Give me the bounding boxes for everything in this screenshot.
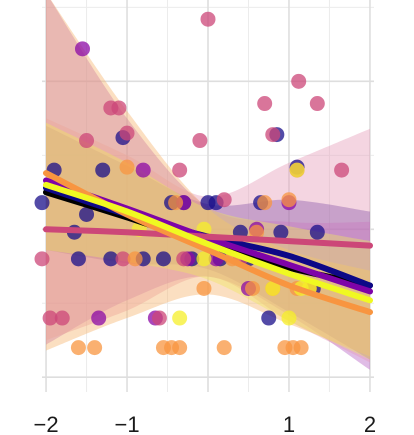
data-point — [54, 310, 70, 326]
fit-lines — [43, 170, 373, 316]
data-point — [172, 162, 188, 178]
axis-ticks: −2 −1 1 2 — [34, 412, 377, 435]
fit-line — [43, 226, 373, 249]
data-point — [281, 310, 297, 326]
data-points — [34, 11, 350, 356]
data-point — [34, 195, 50, 211]
data-point — [216, 192, 232, 208]
data-point — [265, 280, 281, 296]
data-point — [70, 340, 86, 356]
data-point — [291, 73, 307, 89]
data-point — [135, 162, 151, 178]
data-point — [119, 159, 135, 175]
data-point — [192, 133, 208, 149]
data-point — [281, 192, 297, 208]
data-point — [119, 125, 135, 141]
data-point — [293, 340, 309, 356]
data-point — [216, 340, 232, 356]
data-point — [155, 251, 171, 267]
data-point — [111, 100, 127, 116]
data-point — [42, 310, 58, 326]
data-point — [257, 195, 273, 211]
data-point — [249, 224, 265, 240]
data-point — [115, 251, 131, 267]
data-point — [74, 41, 90, 57]
x-tick-label: −2 — [34, 412, 59, 435]
data-point — [127, 251, 143, 267]
data-point — [168, 195, 184, 211]
confidence-band — [46, 0, 370, 370]
data-point — [34, 251, 50, 267]
data-point — [79, 206, 95, 222]
x-tick-label: 2 — [364, 412, 376, 435]
fit-line — [43, 181, 373, 304]
data-point — [91, 310, 107, 326]
data-point — [261, 310, 277, 326]
data-point — [103, 251, 119, 267]
data-point — [257, 96, 273, 112]
x-tick-label: 1 — [283, 412, 295, 435]
data-point — [70, 251, 86, 267]
data-point — [95, 162, 111, 178]
data-point — [151, 310, 167, 326]
data-point — [289, 162, 305, 178]
data-point — [334, 162, 350, 178]
data-point — [172, 310, 188, 326]
data-point — [196, 251, 212, 267]
data-point — [200, 11, 216, 27]
data-point — [265, 127, 281, 143]
x-tick-label: −1 — [114, 412, 139, 435]
data-point — [309, 224, 325, 240]
data-point — [79, 133, 95, 149]
data-point — [196, 280, 212, 296]
data-point — [245, 280, 261, 296]
data-point — [172, 340, 188, 356]
data-point — [273, 224, 289, 240]
data-point — [309, 96, 325, 112]
data-point — [176, 251, 192, 267]
data-point — [87, 340, 103, 356]
